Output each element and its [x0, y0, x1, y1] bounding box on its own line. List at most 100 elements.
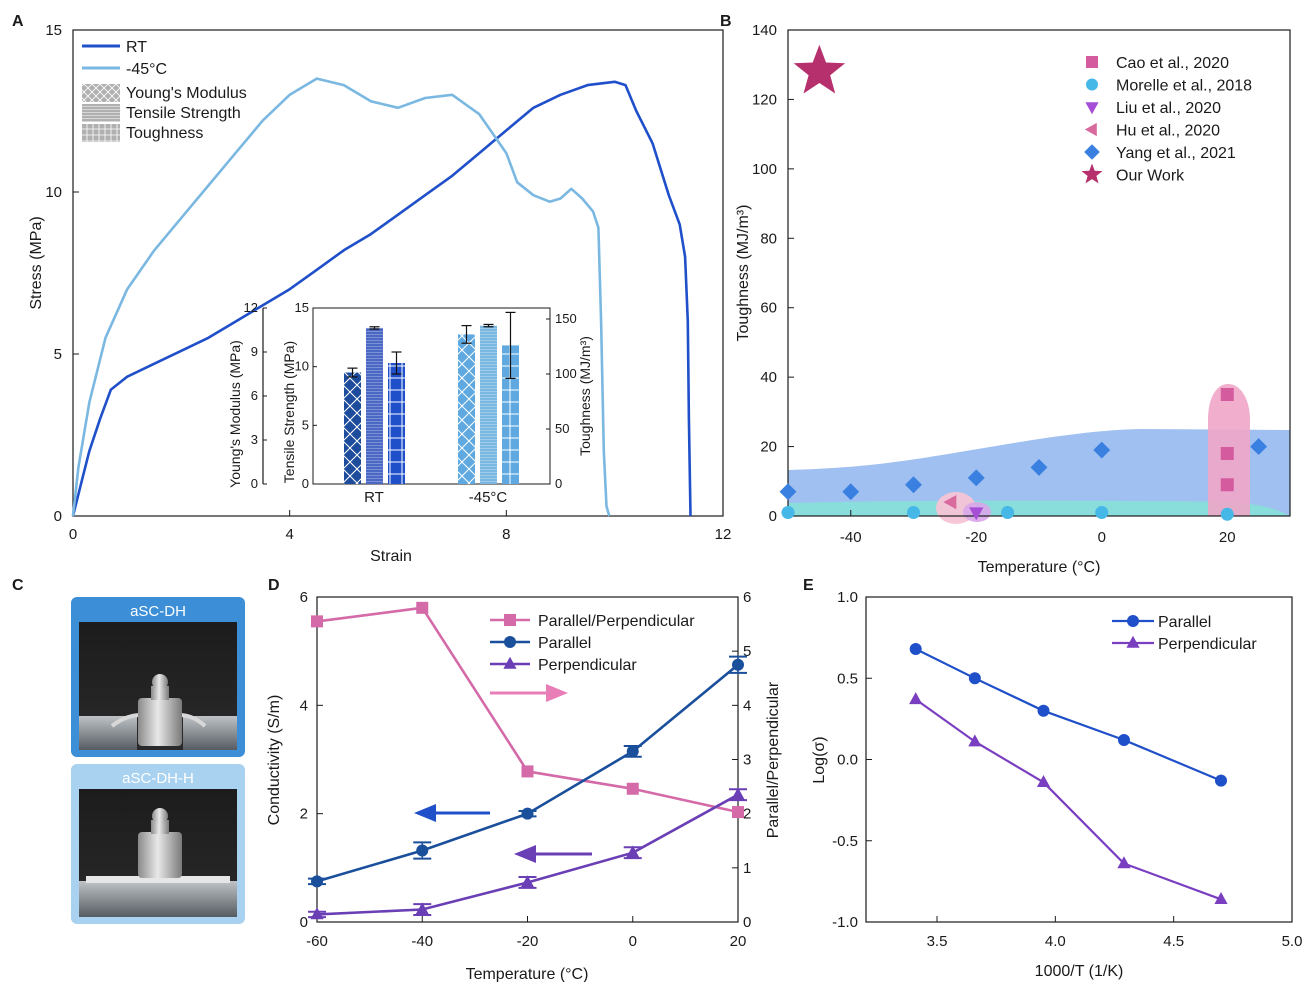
panel-b-ticks: -40 -20 0 20 0 20 40 60 80 100 120 140: [752, 22, 1236, 546]
y-tick-label: 0.0: [837, 752, 858, 769]
data-point: [1214, 892, 1228, 905]
y-tick-label: -1.0: [832, 914, 858, 931]
x-tick-label: 20: [730, 933, 747, 950]
inset-tensile-label: Tensile Strength (MPa): [281, 341, 297, 483]
x-tick-label: 12: [715, 526, 732, 543]
legend-marker-circle: [1086, 78, 1098, 91]
inset-toughness-tick-label: 100: [555, 366, 577, 381]
panel-d-conductivity: -60 -40 -20 0 20 0 2 4 6 0 1 2 3 4 5 6 Temperature (°C)…: [266, 589, 782, 982]
panel-a-y-label: Stress (MPa): [28, 216, 45, 309]
marker-circle: [1095, 506, 1109, 520]
x-tick-label: 4.0: [1045, 933, 1066, 950]
y-tick-label: 10: [45, 184, 62, 201]
legend-marker-square: [1086, 56, 1098, 68]
panel-letter-c: C: [12, 577, 24, 594]
legend-swatch-toughness: [82, 124, 120, 142]
marker-circle: [781, 506, 795, 520]
inset-tensile-tick-label: 0: [302, 476, 309, 491]
legend-label: Liu et al., 2020: [1116, 100, 1221, 117]
inset-toughness-label: Toughness (MJ/m³): [577, 336, 593, 456]
y-tick-label: 40: [760, 369, 777, 386]
y-tick-label: 140: [752, 22, 777, 39]
panel-d-lines: [308, 601, 747, 920]
y-tick-label-right: 0: [743, 914, 751, 931]
legend-label: Morelle et al., 2018: [1116, 78, 1252, 95]
legend-swatch-tensile: [82, 104, 120, 122]
panel-letter-e: E: [803, 577, 814, 594]
marker-star: [793, 44, 846, 94]
panel-d-y-label-right: Parallel/Perpendicular: [765, 681, 782, 838]
data-point: [416, 844, 429, 857]
panel-e-y-label: Log(σ): [811, 736, 828, 783]
x-tick-label: -20: [965, 529, 987, 546]
y-tick-label: 5: [54, 346, 62, 363]
panel-b-toughness-comparison: -40 -20 0 20 0 20 40 60 80 100 120 140 Temperature …: [735, 22, 1291, 576]
inset-bar-pattern: [480, 325, 497, 484]
legend-label: Parallel: [1158, 614, 1211, 631]
inset-youngs-tick-label: 9: [251, 344, 258, 359]
x-tick-label: 0: [1098, 529, 1106, 546]
legend-label-youngs: Young's Modulus: [126, 85, 247, 102]
x-tick-label: 0: [69, 526, 77, 543]
data-point: [626, 782, 639, 795]
y-tick-label-right: 4: [743, 697, 751, 714]
panel-b-x-label: Temperature (°C): [978, 559, 1101, 576]
series-line-cold: [71, 77, 611, 517]
y-tick-label: 20: [760, 439, 777, 456]
panel-a-x-label: Strain: [370, 548, 412, 565]
arrow-to-left-axis-parallel: [414, 804, 490, 822]
panel-e-lines: [909, 643, 1228, 905]
arrow-to-right-axis: [490, 684, 568, 702]
series-line-rt: [71, 80, 692, 517]
inset-toughness-tick-label: 150: [555, 311, 577, 326]
legend-swatch-youngs: [82, 84, 120, 102]
x-tick-label: 4.5: [1163, 933, 1184, 950]
panel-c-photos: aSC-DH aSC-DH-H: [71, 597, 245, 924]
x-tick-label: 4: [285, 526, 293, 543]
data-point: [1215, 774, 1227, 787]
panel-d-legend: Parallel/Perpendicular Parallel Perpendicu…: [490, 613, 695, 674]
panel-letter-b: B: [720, 13, 732, 30]
panel-d-frame: [316, 596, 739, 923]
photo-bottom-scene: [79, 808, 237, 917]
legend-marker: [1127, 615, 1139, 627]
data-point: [909, 643, 922, 655]
data-point: [1117, 734, 1130, 746]
legend-label: Parallel/Perpendicular: [538, 613, 695, 630]
inset-youngs-tick-label: 6: [251, 388, 258, 403]
series-line: [316, 606, 739, 814]
photo-caption-bottom: aSC-DH-H: [122, 770, 194, 787]
panel-letter-d: D: [268, 577, 280, 594]
x-tick-label: 5.0: [1282, 933, 1303, 950]
y-tick-label: -0.5: [832, 833, 858, 850]
data-point: [310, 907, 324, 920]
y-tick-label: 0: [54, 508, 62, 525]
legend-label-rt: RT: [126, 39, 147, 56]
x-tick-label: -60: [306, 933, 328, 950]
inset-youngs-label: Young's Modulus (MPa): [227, 340, 243, 488]
y-tick-label-right: 2: [743, 806, 751, 823]
marker-diamond: [967, 469, 985, 487]
x-tick-label: -20: [517, 933, 539, 950]
panel-d-x-label: Temperature (°C): [466, 966, 589, 982]
y-tick-label: 80: [760, 230, 777, 247]
legend-label: Perpendicular: [538, 657, 637, 674]
data-point: [521, 765, 534, 778]
data-point: [626, 745, 639, 758]
x-tick-label: 20: [1219, 529, 1236, 546]
data-point: [626, 845, 640, 858]
inset-tensile-tick-label: 5: [302, 417, 309, 432]
legend-label: Perpendicular: [1158, 636, 1257, 653]
marker-diamond: [779, 483, 797, 501]
inset-bar-pattern: [344, 372, 361, 484]
photo-top-scene: [79, 674, 237, 750]
legend-label: Parallel: [538, 635, 591, 652]
marker-circle: [907, 506, 920, 520]
panel-b-frame: [787, 29, 1291, 517]
y-tick-label: 0: [300, 914, 308, 931]
panel-b-y-label: Toughness (MJ/m³): [735, 205, 752, 342]
x-tick-label: -40: [411, 933, 433, 950]
panel-a-legend: RT -45°C Young's Modulus Tensile Strengt…: [82, 39, 247, 142]
data-point: [1036, 775, 1051, 788]
